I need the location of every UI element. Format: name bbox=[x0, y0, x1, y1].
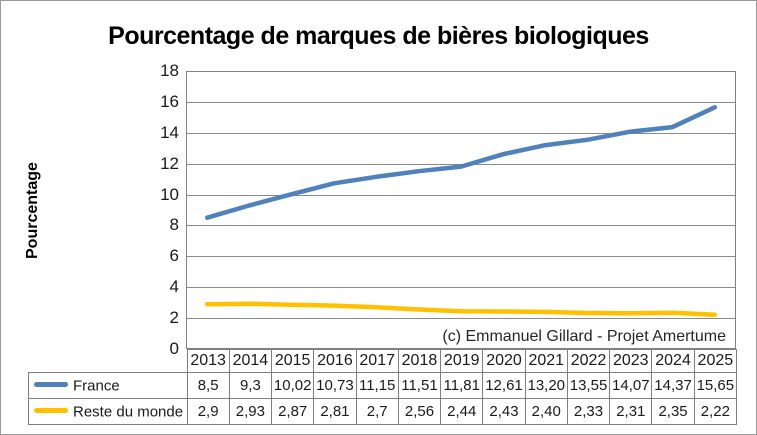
value-cell: 11,15 bbox=[355, 372, 399, 399]
value-cell: 14,07 bbox=[609, 372, 653, 399]
value-cell: 2,35 bbox=[651, 398, 695, 425]
legend-cell: France bbox=[28, 372, 188, 399]
year-header-cell: 2020 bbox=[482, 349, 526, 373]
year-header-cell: 2015 bbox=[271, 349, 315, 373]
value-cell: 2,43 bbox=[482, 398, 526, 425]
y-tick-label: 4 bbox=[169, 277, 179, 297]
data-table: 2013 2014 2015 2016 2017 2018 2019 2020 2021 2022… bbox=[28, 349, 738, 425]
value-cell: 9,3 bbox=[228, 372, 273, 399]
year-header-cell: 2014 bbox=[228, 349, 273, 373]
series-name-label: Reste du monde bbox=[73, 403, 184, 421]
legend-line-swatch-reste-du-monde bbox=[34, 408, 68, 414]
value-cell: 2,81 bbox=[313, 398, 357, 425]
y-tick-label: 14 bbox=[160, 122, 179, 142]
y-tick-label: 10 bbox=[160, 184, 179, 204]
value-cell: 11,51 bbox=[397, 372, 442, 399]
value-cell: 11,81 bbox=[440, 372, 484, 399]
series-name-label: France bbox=[73, 377, 120, 395]
year-header-cell: 2016 bbox=[313, 349, 357, 373]
year-header-cell: 2025 bbox=[693, 349, 738, 373]
legend-line-swatch-france bbox=[34, 382, 68, 388]
value-cell: 2,56 bbox=[397, 398, 442, 425]
value-cell: 2,22 bbox=[693, 398, 738, 425]
value-cell: 2,7 bbox=[355, 398, 399, 425]
y-tick-label: 18 bbox=[160, 61, 179, 80]
value-cell: 2,87 bbox=[271, 398, 315, 425]
copyright-annotation: (c) Emmanuel Gillard - Projet Amertume bbox=[442, 328, 726, 345]
table-row-france: France 8,5 9,3 10,02 10,73 11,15 11,51 11,81 12,… bbox=[28, 372, 738, 399]
year-header-cell: 2023 bbox=[609, 349, 653, 373]
year-header-cell: 2022 bbox=[566, 349, 611, 373]
value-cell: 14,37 bbox=[651, 372, 695, 399]
value-cell: 13,55 bbox=[566, 372, 611, 399]
series-line-reste-du-monde bbox=[204, 301, 718, 317]
y-tick-label: 16 bbox=[160, 91, 179, 111]
value-cell: 2,31 bbox=[609, 398, 653, 425]
value-cell: 10,73 bbox=[313, 372, 357, 399]
year-header-cell: 2024 bbox=[651, 349, 695, 373]
table-header-row: 2013 2014 2015 2016 2017 2018 2019 2020 2021 2022… bbox=[29, 349, 738, 373]
legend-cell: Reste du monde bbox=[28, 398, 188, 425]
year-header-cell: 2013 bbox=[186, 349, 230, 373]
y-tick-label: 6 bbox=[169, 246, 179, 266]
value-cell: 2,40 bbox=[524, 398, 568, 425]
year-header-cell: 2021 bbox=[524, 349, 568, 373]
y-tick-label: 0 bbox=[169, 339, 179, 358]
value-cell: 2,93 bbox=[228, 398, 273, 425]
plot-area-border bbox=[186, 71, 736, 349]
y-tick-label: 12 bbox=[160, 153, 179, 173]
y-tick-label: 8 bbox=[169, 215, 179, 235]
value-cell: 10,02 bbox=[271, 372, 315, 399]
year-header-cell: 2018 bbox=[397, 349, 442, 373]
value-cell: 2,9 bbox=[186, 398, 230, 425]
year-header-cell: 2019 bbox=[440, 349, 484, 373]
value-cell: 13,20 bbox=[524, 372, 568, 399]
value-cell: 8,5 bbox=[186, 372, 230, 399]
value-cell: 2,33 bbox=[566, 398, 611, 425]
value-cell: 12,61 bbox=[482, 372, 526, 399]
plot-svg bbox=[186, 71, 736, 349]
value-cell: 15,65 bbox=[693, 372, 738, 399]
year-header-cell: 2017 bbox=[355, 349, 399, 373]
chart-title: Pourcentage de marques de bières biologi… bbox=[108, 22, 649, 50]
series-line-france bbox=[204, 105, 718, 220]
y-tick-label: 2 bbox=[169, 308, 179, 328]
table-corner-cell bbox=[29, 350, 188, 373]
y-axis-title: Pourcentage bbox=[24, 162, 41, 260]
value-cell: 2,44 bbox=[440, 398, 484, 425]
table-row-reste-du-monde: Reste du monde 2,9 2,93 2,87 2,81 2,7 2,56 2,44… bbox=[28, 398, 738, 425]
